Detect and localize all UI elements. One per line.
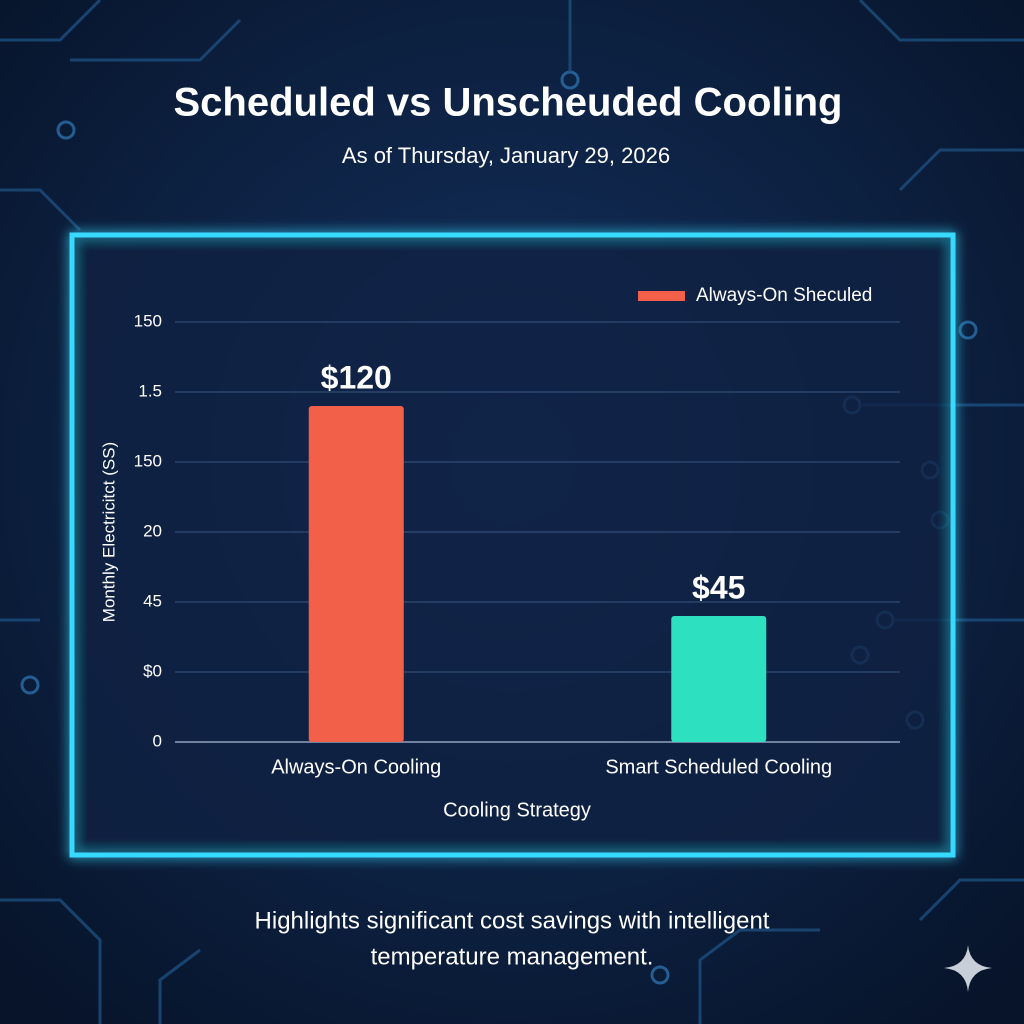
- y-tick-label: $0: [143, 661, 162, 680]
- chart-frame: [69, 232, 956, 858]
- x-tick-label: Always-On Cooling: [271, 756, 441, 778]
- chart-title: Scheduled vs Unscheuded Cooling: [174, 81, 843, 125]
- y-tick-label: 45: [143, 591, 162, 610]
- y-tick-label: 150: [134, 311, 162, 330]
- bar: [308, 406, 404, 742]
- footnote-line: temperature management.: [371, 943, 654, 970]
- sparkle-icon: [944, 945, 992, 992]
- x-axis-label: Cooling Strategy: [443, 799, 591, 821]
- data-label: $120: [321, 359, 392, 395]
- chart-subtitle: As of Thursday, January 29, 2026: [342, 143, 670, 168]
- x-tick-label: Smart Scheduled Cooling: [605, 756, 832, 778]
- y-tick-label: 0: [153, 731, 162, 750]
- y-tick-label: 150: [134, 451, 162, 470]
- bar: [671, 616, 767, 742]
- footnote-line: Highlights significant cost savings with…: [255, 907, 770, 934]
- y-tick-label: 1.5: [138, 381, 162, 400]
- legend-label: Always-On Sheculed: [696, 285, 872, 306]
- y-axis-label: Monthly Electricitct (SS): [99, 442, 118, 622]
- y-tick-label: 20: [143, 521, 162, 540]
- legend-swatch: [638, 291, 685, 301]
- data-label: $45: [692, 569, 745, 605]
